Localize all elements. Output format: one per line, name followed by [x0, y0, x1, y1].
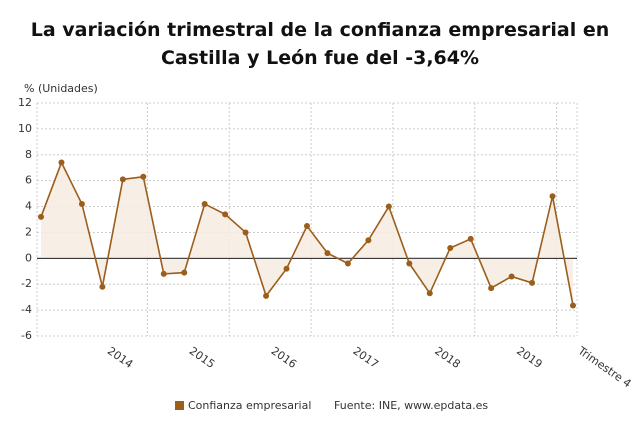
point — [201, 200, 208, 207]
legend-swatch — [175, 401, 184, 410]
point — [324, 250, 331, 257]
point — [58, 159, 65, 166]
point — [549, 193, 556, 200]
x-tick-label: 2016 — [269, 344, 299, 371]
y-tick-label: -4 — [21, 303, 32, 316]
y-tick-label: 10 — [18, 122, 32, 135]
y-tick-label: 6 — [25, 174, 32, 187]
point — [140, 173, 147, 180]
source-note: Fuente: INE, www.epdata.es — [334, 399, 488, 412]
point — [181, 269, 188, 276]
x-tick-label: 2014 — [105, 344, 135, 371]
point — [426, 290, 433, 297]
legend-label: Confianza empresarial — [188, 399, 311, 412]
point — [78, 200, 85, 207]
point — [406, 260, 413, 267]
point — [283, 265, 290, 272]
y-tick-label: 4 — [25, 200, 32, 213]
chart-title: La variación trimestral de la confianza … — [31, 19, 610, 69]
point — [222, 211, 229, 218]
y-tick-label: 12 — [18, 96, 32, 109]
point — [385, 203, 392, 210]
point — [447, 244, 454, 251]
y-tick-label: -6 — [21, 329, 32, 342]
y-tick-label: 0 — [25, 251, 32, 264]
point — [467, 235, 474, 242]
y-axis-label: % (Unidades) — [24, 82, 98, 95]
x-tick-label: 2018 — [432, 344, 462, 371]
y-tick-label: 2 — [25, 225, 32, 238]
point — [304, 222, 310, 229]
point — [344, 260, 351, 267]
point — [365, 237, 372, 244]
point — [508, 273, 515, 280]
point — [119, 176, 126, 183]
point — [263, 292, 270, 299]
point — [242, 229, 249, 236]
x-tick-label: 2015 — [187, 344, 217, 371]
x-tick-label: 2017 — [350, 344, 380, 371]
point — [488, 285, 495, 292]
point — [160, 270, 167, 277]
y-tick-label: 8 — [25, 148, 32, 161]
point — [570, 302, 576, 309]
x-tick-label: 2019 — [514, 344, 544, 371]
point — [99, 283, 106, 290]
y-tick-label: -2 — [21, 277, 32, 290]
point — [38, 213, 44, 220]
point — [529, 279, 536, 286]
x-tick-label: Trimestre 4 — [575, 344, 634, 391]
